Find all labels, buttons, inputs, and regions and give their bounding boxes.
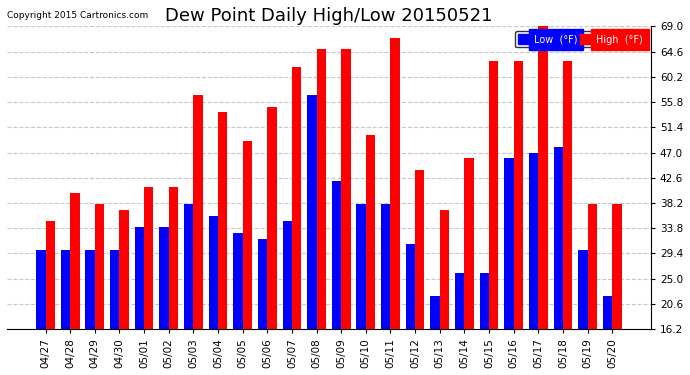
Bar — [144, 187, 153, 329]
Bar — [61, 250, 70, 329]
Bar — [391, 38, 400, 329]
Bar — [184, 204, 193, 329]
Bar — [553, 147, 563, 329]
Bar — [513, 61, 523, 329]
Bar — [70, 193, 79, 329]
Bar — [119, 210, 129, 329]
Bar — [578, 250, 587, 329]
Bar — [406, 244, 415, 329]
Bar — [603, 296, 612, 329]
Bar — [95, 204, 104, 329]
Bar — [538, 27, 548, 329]
Bar — [415, 170, 424, 329]
Bar — [563, 61, 572, 329]
Bar — [159, 227, 169, 329]
Bar — [267, 107, 277, 329]
Bar — [341, 50, 351, 329]
Title: Dew Point Daily High/Low 20150521: Dew Point Daily High/Low 20150521 — [165, 7, 493, 25]
Bar — [431, 296, 440, 329]
Bar — [612, 204, 622, 329]
Bar — [86, 250, 95, 329]
Bar — [317, 50, 326, 329]
Bar — [480, 273, 489, 329]
Legend: Low  (°F), High  (°F): Low (°F), High (°F) — [515, 32, 646, 48]
Bar — [440, 210, 449, 329]
Bar — [357, 204, 366, 329]
Bar — [110, 250, 119, 329]
Bar — [366, 135, 375, 329]
Bar — [282, 221, 292, 329]
Bar — [208, 216, 218, 329]
Bar — [504, 158, 513, 329]
Bar — [233, 233, 243, 329]
Bar — [489, 61, 498, 329]
Bar — [455, 273, 464, 329]
Bar — [292, 67, 302, 329]
Bar — [135, 227, 144, 329]
Bar — [169, 187, 178, 329]
Bar — [529, 153, 538, 329]
Bar — [464, 158, 474, 329]
Bar — [332, 181, 341, 329]
Text: Copyright 2015 Cartronics.com: Copyright 2015 Cartronics.com — [7, 12, 148, 21]
Bar — [36, 250, 46, 329]
Bar — [243, 141, 252, 329]
Bar — [218, 112, 228, 329]
Bar — [193, 95, 203, 329]
Bar — [307, 95, 317, 329]
Bar — [381, 204, 391, 329]
Bar — [258, 238, 267, 329]
Bar — [46, 221, 55, 329]
Bar — [587, 204, 597, 329]
